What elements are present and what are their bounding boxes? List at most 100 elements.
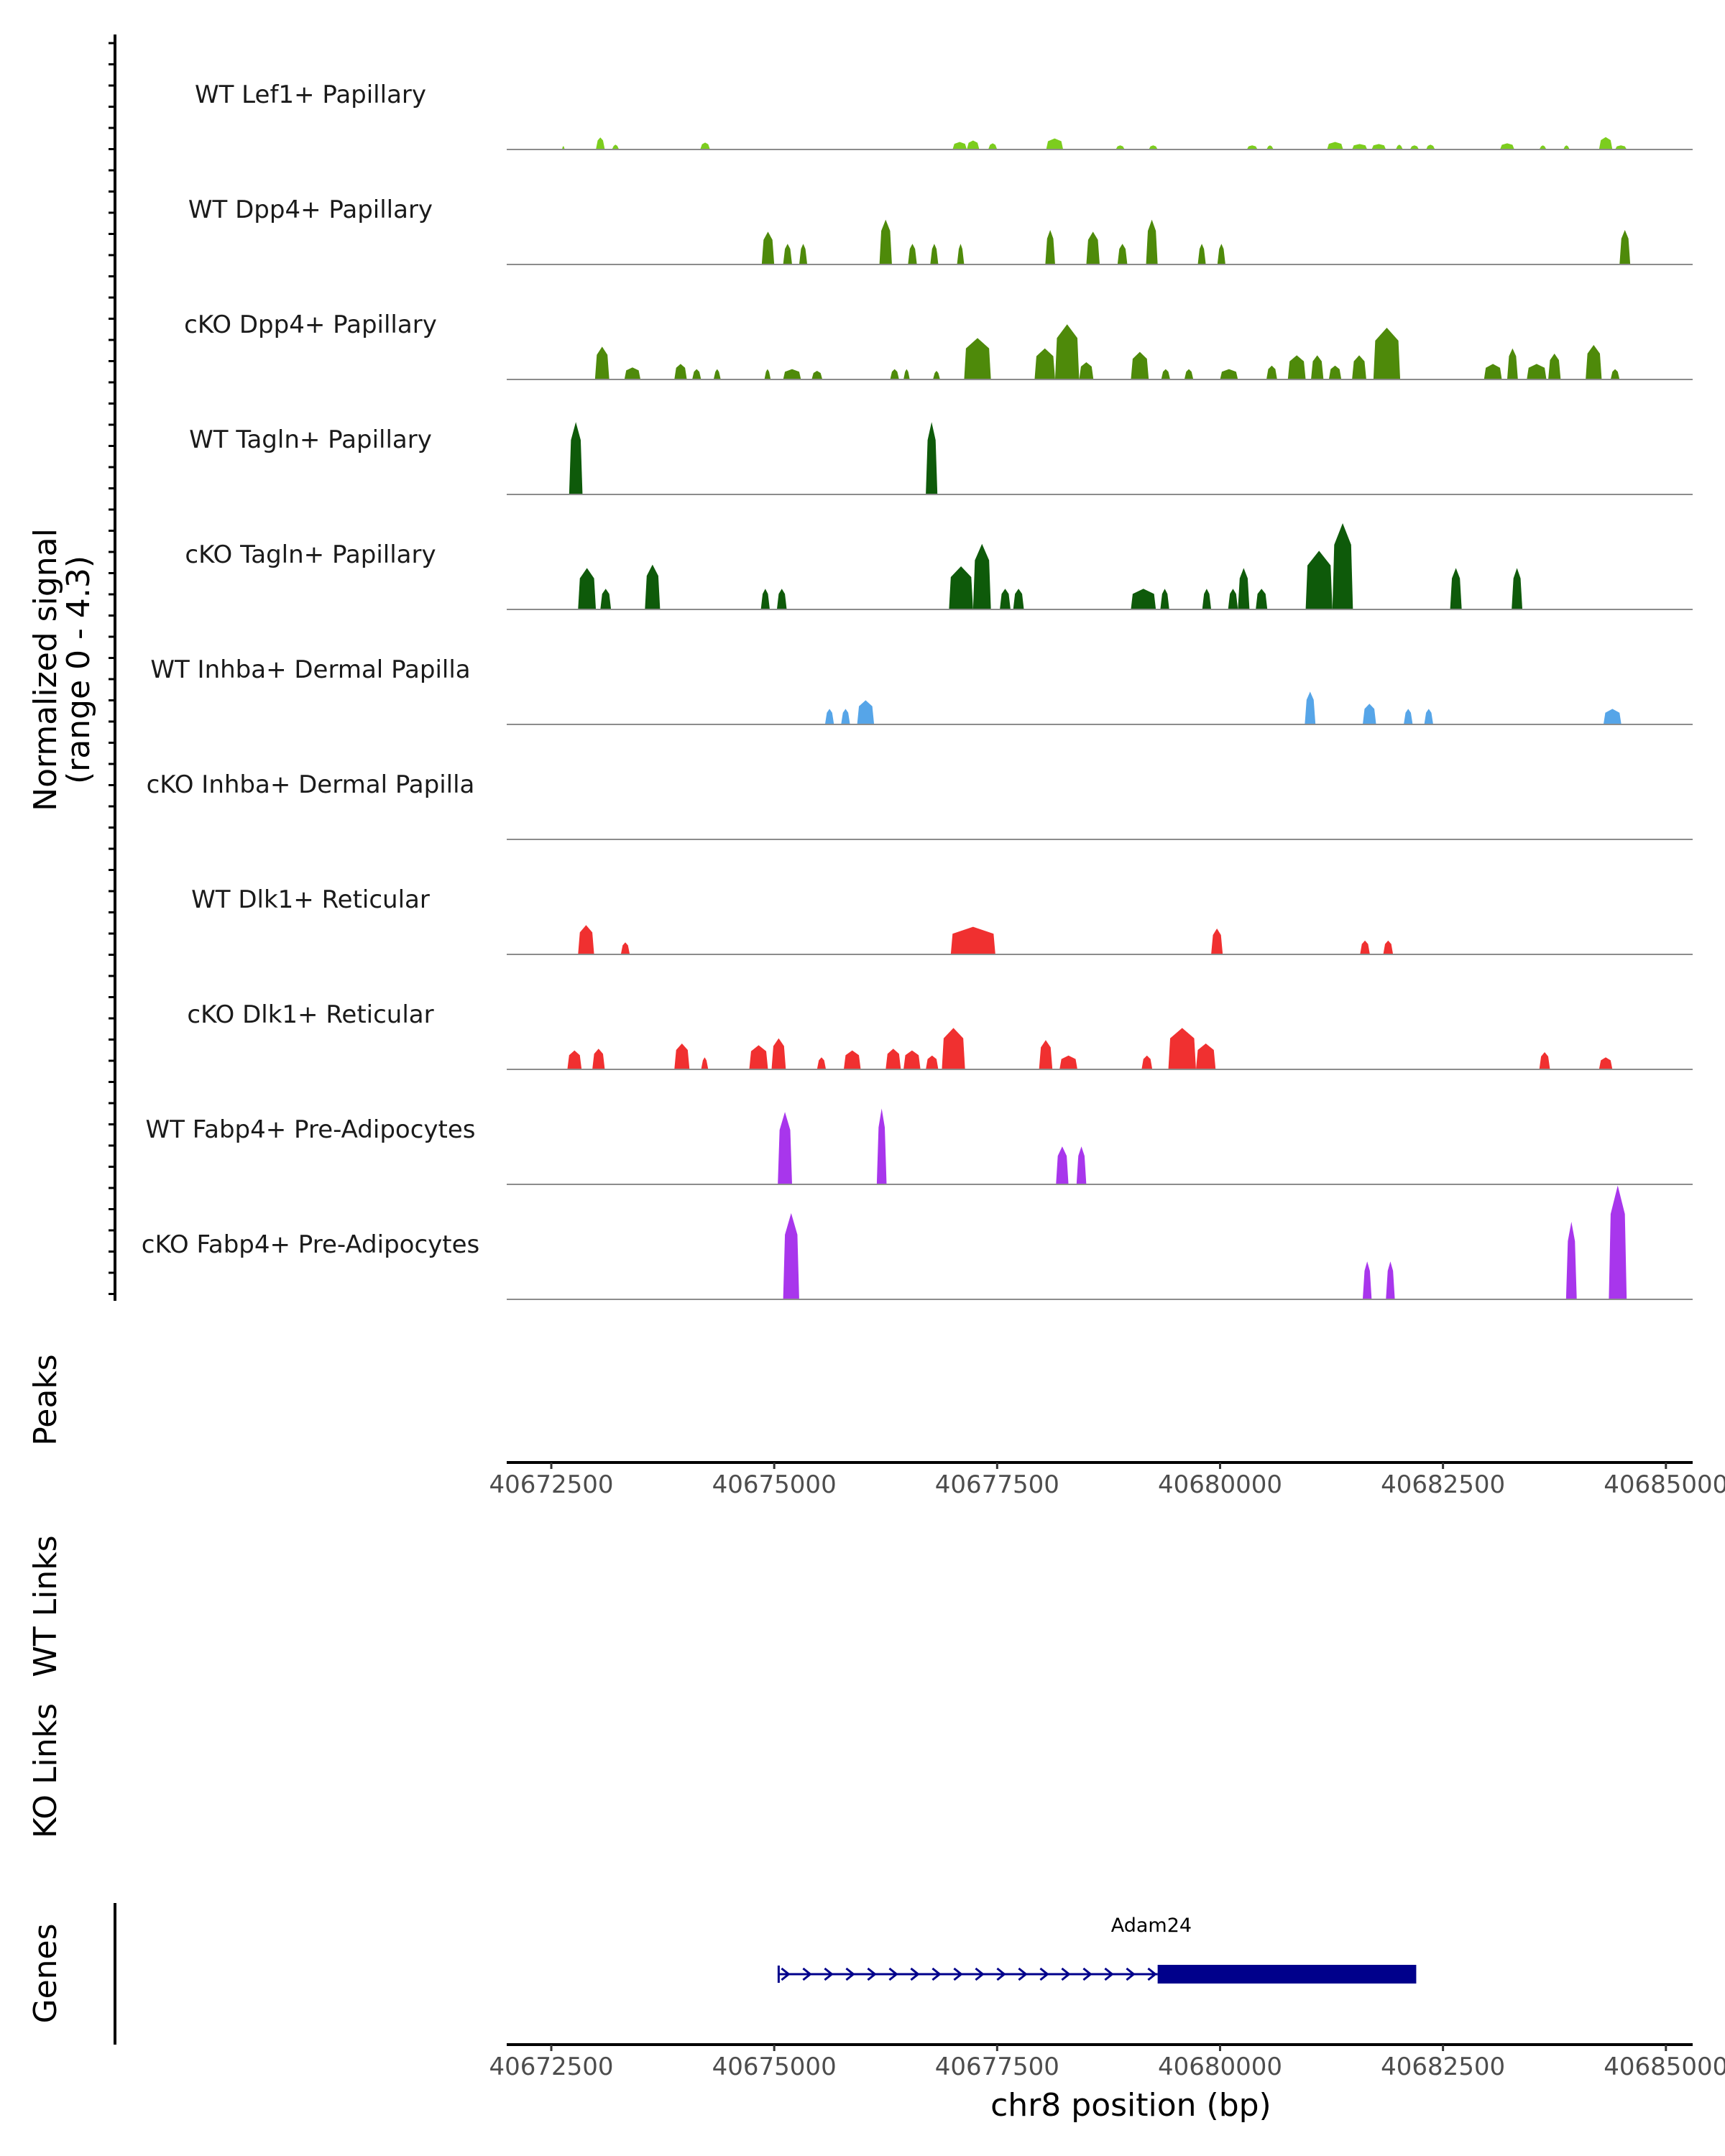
track-label: WT Fabp4+ Pre-Adipocytes	[146, 1115, 476, 1144]
track: WT Fabp4+ Pre-Adipocytes	[146, 1108, 1693, 1185]
signal-peak	[1327, 142, 1343, 149]
x-tick-label: 40677500	[935, 1470, 1059, 1499]
track: WT Dlk1+ Reticular	[191, 885, 1693, 955]
track-label: cKO Tagln+ Papillary	[185, 540, 436, 569]
signal-peak	[890, 369, 899, 379]
signal-peak	[1539, 1052, 1550, 1069]
signal-peak	[594, 346, 610, 379]
signal-peak	[1311, 355, 1324, 379]
signal-peak	[876, 1108, 887, 1184]
signal-peak	[972, 543, 991, 609]
track: WT Lef1+ Papillary	[195, 80, 1693, 150]
track-label: WT Inhba+ Dermal Papilla	[150, 655, 470, 684]
signal-peak	[1211, 929, 1223, 954]
signal-peak	[674, 364, 687, 379]
signal-peak	[1266, 145, 1274, 149]
track-label: cKO Fabp4+ Pre-Adipocytes	[142, 1230, 480, 1259]
signal-peak	[1238, 568, 1250, 609]
signal-peak	[942, 1028, 965, 1069]
signal-peak	[908, 244, 917, 264]
signal-peak	[879, 219, 892, 264]
signal-peak	[592, 1049, 605, 1069]
gene-adam24: Adam24	[777, 1915, 1417, 1984]
strand-arrow	[824, 1967, 834, 1981]
signal-peak	[620, 942, 630, 954]
strand-arrow	[781, 1967, 791, 1981]
signal-peak	[1386, 1261, 1395, 1299]
signal-peak	[1059, 1055, 1077, 1069]
signal-peak	[600, 589, 612, 609]
x-tick-label: 40680000	[1158, 1470, 1282, 1499]
signal-peak	[1484, 364, 1502, 379]
strand-arrow	[996, 1967, 1006, 1981]
signal-peak	[933, 371, 940, 379]
signal-peak	[1598, 137, 1613, 149]
signal-peak	[1328, 365, 1342, 379]
track: cKO Dlk1+ Reticular	[187, 1000, 1693, 1070]
track: cKO Inhba+ Dermal Papilla	[147, 770, 1693, 840]
signal-peak	[624, 367, 641, 379]
signal-peak	[1256, 589, 1268, 609]
x-axis-title: chr8 position (bp)	[990, 2087, 1271, 2124]
gene-exon-block	[1157, 1965, 1417, 1984]
signal-peak	[950, 926, 995, 954]
signal-peak	[1195, 1044, 1216, 1069]
signal-peak	[903, 369, 910, 379]
signal-peak	[1395, 144, 1403, 149]
signal-peak	[811, 371, 823, 379]
signal-peak	[816, 1057, 827, 1069]
gene-name-label: Adam24	[1111, 1915, 1192, 1937]
x-tick-label: 40675000	[712, 1470, 837, 1499]
signal-peak	[799, 244, 808, 264]
signal-peak	[1424, 709, 1433, 724]
signal-peak	[1527, 364, 1547, 379]
y-axis-title-line: Normalized signal	[27, 528, 64, 811]
signal-peak	[1610, 369, 1620, 379]
signal-peak	[1332, 523, 1353, 609]
signal-peak	[1045, 230, 1055, 264]
signal-peak	[964, 338, 991, 379]
x-tick-label: 40685000	[1604, 2053, 1725, 2081]
signal-peak	[674, 1044, 690, 1069]
signal-peak	[949, 566, 973, 609]
signal-peak	[776, 589, 787, 609]
strand-arrow	[845, 1967, 855, 1981]
signal-peak	[778, 1112, 792, 1184]
strand-arrow	[1061, 1967, 1071, 1981]
signal-peak	[1362, 704, 1376, 724]
y-axis-title-line: (range 0 - 4.3)	[60, 556, 97, 784]
signal-peak	[967, 140, 980, 149]
signal-peak	[1373, 328, 1401, 379]
signal-peak	[1034, 348, 1055, 379]
signal-peak	[1506, 348, 1518, 379]
signal-peak	[988, 143, 998, 149]
track: cKO Fabp4+ Pre-Adipocytes	[142, 1185, 1693, 1300]
signal-peak	[1586, 345, 1602, 379]
strand-arrow	[888, 1967, 898, 1981]
y-axis-title: Normalized signal(range 0 - 4.3)	[27, 528, 97, 811]
signal-peak	[1615, 145, 1627, 149]
signal-peak	[841, 709, 850, 724]
signal-peak	[1046, 138, 1064, 149]
signal-peak	[1383, 940, 1394, 954]
signal-peak	[783, 369, 801, 379]
signal-peak	[930, 244, 939, 264]
signal-peak	[1539, 145, 1547, 149]
signal-peak	[1076, 1146, 1087, 1184]
signal-peak	[561, 146, 565, 149]
strand-arrow	[1104, 1967, 1114, 1981]
signal-peak	[1362, 1261, 1372, 1299]
x-tick-label: 40682500	[1381, 2053, 1505, 2081]
signal-peak	[1220, 369, 1238, 379]
signal-peak	[1039, 1040, 1053, 1069]
signal-peak	[1079, 362, 1094, 379]
signal-peak	[1548, 354, 1561, 379]
track: cKO Dpp4+ Papillary	[184, 310, 1693, 380]
signal-peak	[1287, 355, 1306, 379]
signal-peak	[1305, 691, 1316, 724]
signal-peak	[749, 1045, 768, 1069]
track-label: WT Lef1+ Papillary	[195, 80, 426, 109]
coverage-tracks: WT Lef1+ Papillary WT Dpp4+ Papillary cKO …	[142, 80, 1693, 1300]
x-tick-label: 40675000	[712, 2053, 837, 2081]
